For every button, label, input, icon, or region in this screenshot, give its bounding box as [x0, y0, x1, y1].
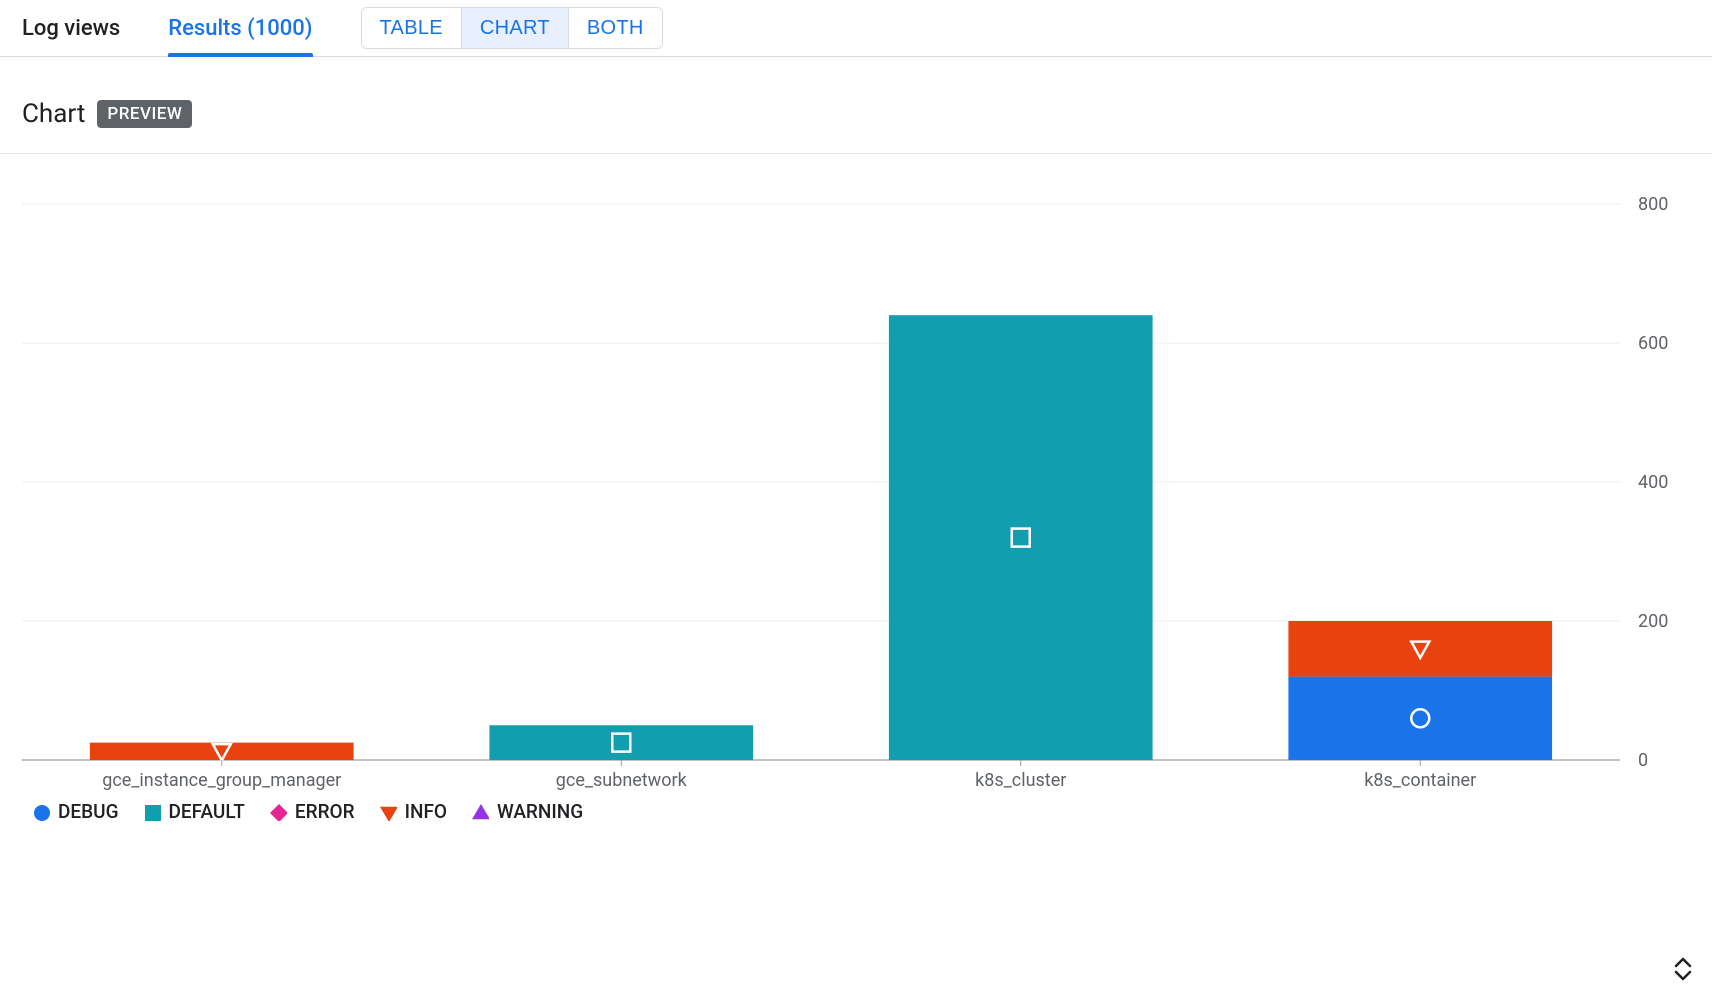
tab-results[interactable]: Results (1000)	[168, 0, 312, 56]
tab-log-views[interactable]: Log views	[22, 0, 120, 56]
view-toggle-chart[interactable]: CHART	[462, 8, 569, 48]
view-toggle-group: TABLE CHART BOTH	[361, 7, 663, 49]
debug-marker-icon	[32, 803, 50, 821]
expand-collapse-icon[interactable]	[1672, 956, 1694, 982]
default-marker-icon	[143, 803, 161, 821]
svg-text:800: 800	[1638, 194, 1668, 215]
chart-legend: DEBUG DEFAULT ERROR INFO WARNING	[0, 794, 1712, 833]
legend-label: DEBUG	[58, 800, 119, 823]
info-marker-icon	[379, 803, 397, 821]
legend-label: ERROR	[295, 800, 355, 823]
legend-item-error[interactable]: ERROR	[269, 800, 355, 823]
error-marker-icon	[269, 803, 287, 821]
x-axis-label: gce_instance_group_manager	[102, 770, 341, 791]
bar-segment[interactable]	[1288, 621, 1552, 677]
x-axis-label: k8s_container	[1364, 770, 1476, 791]
svg-text:400: 400	[1638, 472, 1668, 493]
chart-section-header: Chart PREVIEW	[0, 57, 1712, 154]
bar-segment[interactable]	[1288, 677, 1552, 760]
view-toggle-both[interactable]: BOTH	[569, 8, 662, 48]
chart-section-title: Chart	[22, 99, 85, 129]
legend-label: INFO	[405, 800, 447, 823]
main-tabs: Log views Results (1000)	[22, 0, 313, 56]
legend-item-warning[interactable]: WARNING	[471, 800, 583, 823]
svg-text:600: 600	[1638, 333, 1668, 354]
chart-container: 0 200 400 600 800 gce_instance_group_manager g…	[0, 154, 1712, 794]
legend-label: DEFAULT	[169, 800, 245, 823]
top-bar: Log views Results (1000) TABLE CHART BOT…	[0, 0, 1712, 57]
svg-text:0: 0	[1638, 750, 1648, 771]
bar-segment[interactable]	[889, 315, 1153, 760]
legend-item-default[interactable]: DEFAULT	[143, 800, 245, 823]
warning-marker-icon	[471, 803, 489, 821]
x-axis-label: k8s_cluster	[975, 770, 1066, 791]
svg-text:200: 200	[1638, 611, 1668, 632]
preview-badge: PREVIEW	[97, 100, 192, 128]
stacked-bar-chart[interactable]: 0 200 400 600 800 gce_instance_group_manager g…	[22, 194, 1690, 794]
x-axis-label: gce_subnetwork	[556, 770, 688, 791]
legend-label: WARNING	[497, 800, 583, 823]
legend-item-info[interactable]: INFO	[379, 800, 447, 823]
view-toggle-table[interactable]: TABLE	[362, 8, 462, 48]
bar-segment[interactable]	[489, 725, 753, 760]
legend-item-debug[interactable]: DEBUG	[32, 800, 119, 823]
